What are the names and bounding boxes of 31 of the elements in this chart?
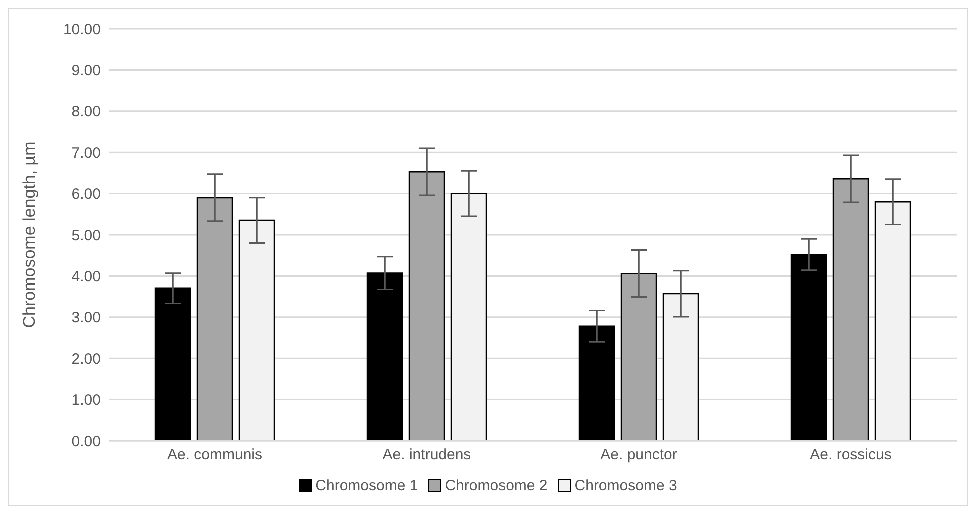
y-tick-label: 8.00 <box>72 104 101 121</box>
bar <box>196 197 234 441</box>
y-tick-label: 1.00 <box>72 392 101 410</box>
bar <box>154 288 192 441</box>
y-tick-label: 5.00 <box>72 227 101 244</box>
y-tick-label: 7.00 <box>72 144 101 162</box>
bar <box>450 193 488 441</box>
bar <box>662 293 700 441</box>
legend-label: Chromosome 1 <box>316 477 418 494</box>
y-tick-label: 6.00 <box>72 186 101 204</box>
y-tick-label: 4.00 <box>72 268 101 286</box>
bar <box>874 201 912 441</box>
y-tick-label: 2.00 <box>72 350 101 368</box>
bar <box>790 254 828 441</box>
legend-label: Chromosome 2 <box>445 477 548 494</box>
y-tick-label: 10.00 <box>63 21 101 38</box>
bar <box>366 272 404 441</box>
legend-label: Chromosome 3 <box>574 477 678 494</box>
x-tick-label: Ae. rossicus <box>810 446 892 464</box>
bar <box>578 326 616 441</box>
bar <box>832 178 870 441</box>
bar <box>408 171 446 441</box>
bar <box>238 220 276 441</box>
y-tick-label: 0.00 <box>72 433 101 450</box>
x-tick-label: Ae. intrudens <box>382 446 472 464</box>
y-tick-label: 3.00 <box>72 310 101 327</box>
y-tick-label: 9.00 <box>72 62 101 80</box>
y-axis-title: Chromosome length, µm <box>20 142 40 328</box>
bar <box>620 272 658 441</box>
x-tick-label: Ae. punctor <box>600 446 678 464</box>
x-tick-label: Ae. communis <box>167 446 263 464</box>
